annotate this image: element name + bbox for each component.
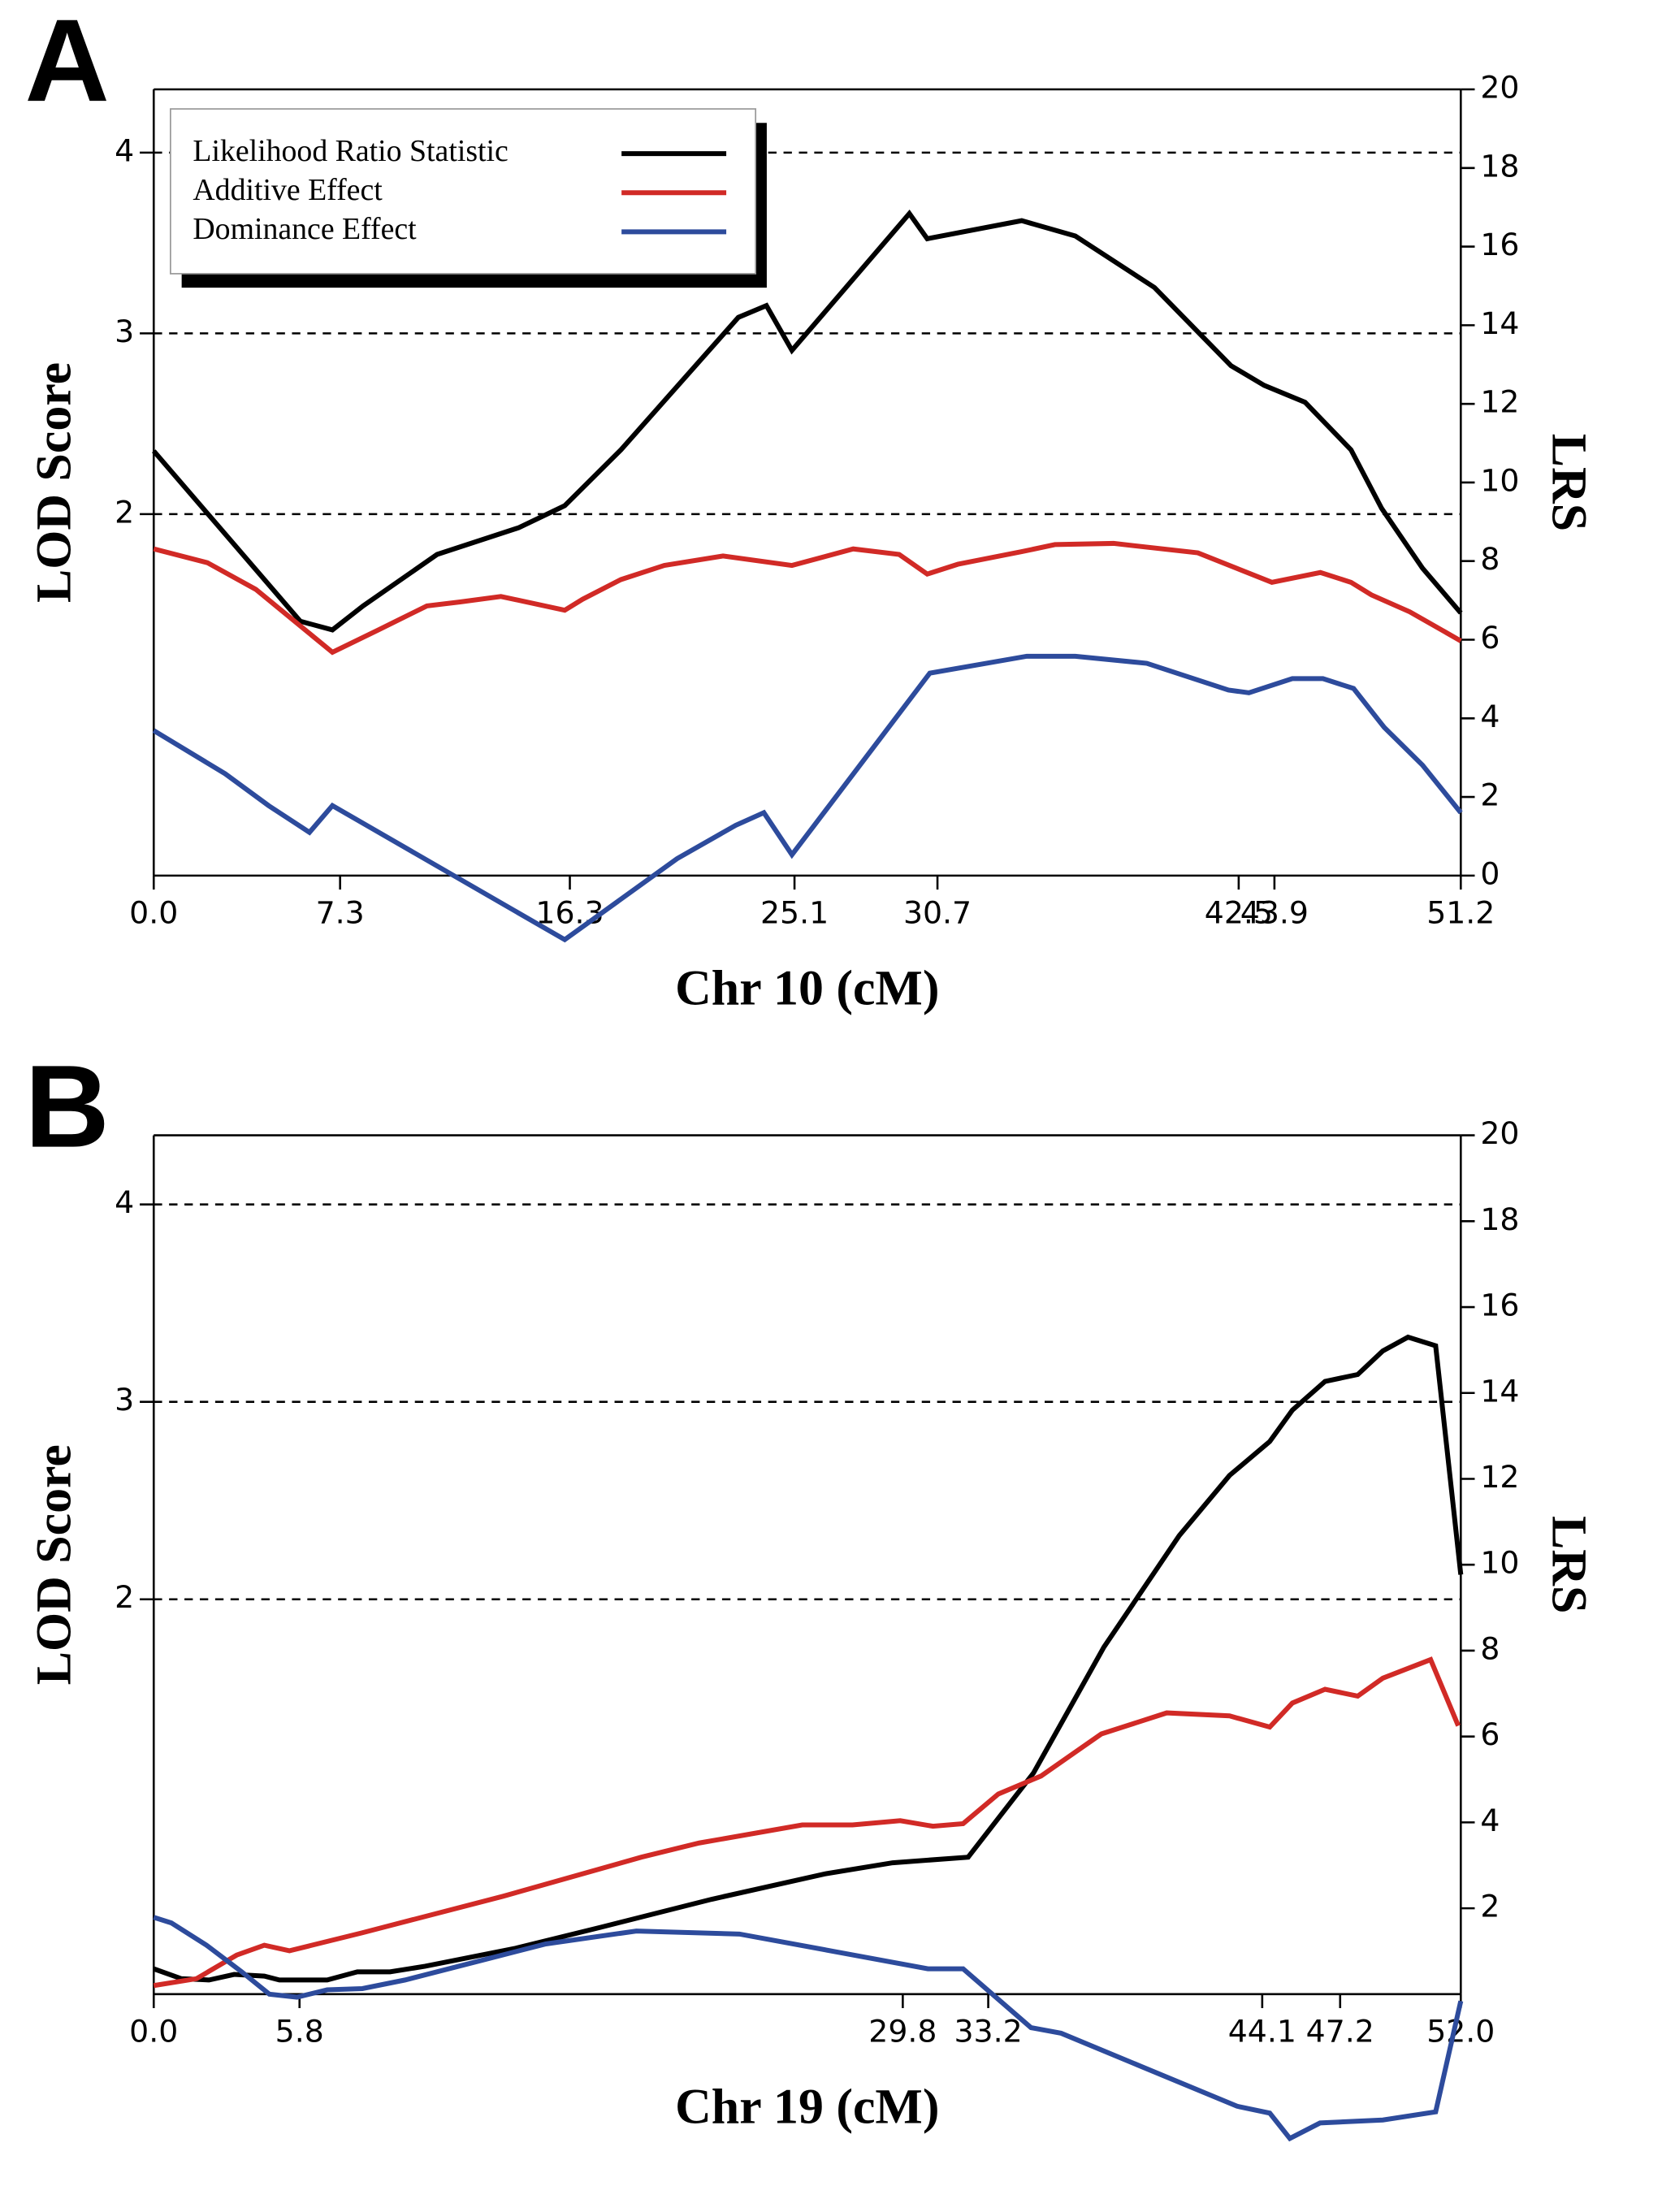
y2-tick-label: 4 xyxy=(1480,1803,1500,1838)
y2-tick-label: 20 xyxy=(1480,1115,1519,1151)
x-tick-label: 0.0 xyxy=(129,2013,178,2049)
x-tick-label: 43.9 xyxy=(1240,894,1309,930)
series-line xyxy=(152,653,1463,943)
x-tick-label: 30.7 xyxy=(903,894,972,930)
y2-tick-label: 16 xyxy=(1480,227,1519,262)
x-tick-label: 51.2 xyxy=(1426,894,1495,930)
y-tick-label: 4 xyxy=(115,132,134,168)
series-line xyxy=(153,1334,1464,1983)
y2-tick-label: 2 xyxy=(1480,777,1500,813)
y2-tick-label: 14 xyxy=(1480,1373,1519,1409)
x-tick-label: 25.1 xyxy=(760,894,829,930)
series-line xyxy=(153,1656,1461,1989)
y-tick-label: 2 xyxy=(115,1579,134,1615)
y2-tick-label: 10 xyxy=(1480,1545,1519,1581)
y2-axis-label: LRS xyxy=(1541,1516,1596,1613)
x-tick-label: 7.3 xyxy=(316,894,365,930)
y2-tick-label: 2 xyxy=(1480,1889,1500,1924)
y2-tick-label: 6 xyxy=(1480,1716,1500,1752)
series-line xyxy=(153,1915,1464,2142)
x-tick-label: 5.8 xyxy=(275,2013,324,2049)
y2-tick-label: 8 xyxy=(1480,1630,1500,1666)
x-tick-label: 47.2 xyxy=(1306,2013,1374,2049)
x-tick-label: 16.3 xyxy=(535,894,604,930)
y2-tick-label: 10 xyxy=(1480,462,1519,498)
y-axis-label: LOD Score xyxy=(27,362,82,603)
y2-tick-label: 12 xyxy=(1480,1459,1519,1495)
x-axis-label: Chr 19 (cM) xyxy=(675,2079,939,2134)
x-tick-label: 52.0 xyxy=(1426,2013,1495,2049)
y2-tick-label: 4 xyxy=(1480,699,1500,734)
y-tick-label: 3 xyxy=(115,314,134,349)
y2-tick-label: 6 xyxy=(1480,620,1500,656)
y2-axis-label: LRS xyxy=(1541,434,1596,531)
x-tick-label: 0.0 xyxy=(129,894,178,930)
y2-tick-label: 20 xyxy=(1480,70,1519,106)
y-tick-label: 2 xyxy=(115,494,134,530)
x-axis-label: Chr 10 (cM) xyxy=(675,960,939,1015)
y2-tick-label: 18 xyxy=(1480,1201,1519,1237)
panel-label: A xyxy=(25,0,110,126)
x-tick-label: 29.8 xyxy=(868,2013,937,2049)
y2-tick-label: 12 xyxy=(1480,384,1519,420)
y2-tick-label: 0 xyxy=(1480,855,1500,891)
panel-label: B xyxy=(25,1041,110,1172)
legend-label: Likelihood Ratio Statistic xyxy=(193,134,508,168)
series-line xyxy=(151,210,1463,633)
series-line xyxy=(153,540,1462,656)
y-axis-label: LOD Score xyxy=(27,1444,82,1685)
y2-tick-label: 8 xyxy=(1480,541,1500,577)
y-tick-label: 4 xyxy=(115,1184,134,1220)
legend-label: Dominance Effect xyxy=(193,212,417,246)
y2-tick-label: 18 xyxy=(1480,148,1519,184)
x-tick-label: 44.1 xyxy=(1228,2013,1296,2049)
x-tick-label: 33.2 xyxy=(954,2013,1022,2049)
y2-tick-label: 16 xyxy=(1480,1288,1519,1323)
y2-tick-label: 14 xyxy=(1480,305,1519,341)
legend-label: Additive Effect xyxy=(193,173,383,207)
y-tick-label: 3 xyxy=(115,1382,134,1418)
x-tick-label: 42.5 xyxy=(1205,894,1273,930)
